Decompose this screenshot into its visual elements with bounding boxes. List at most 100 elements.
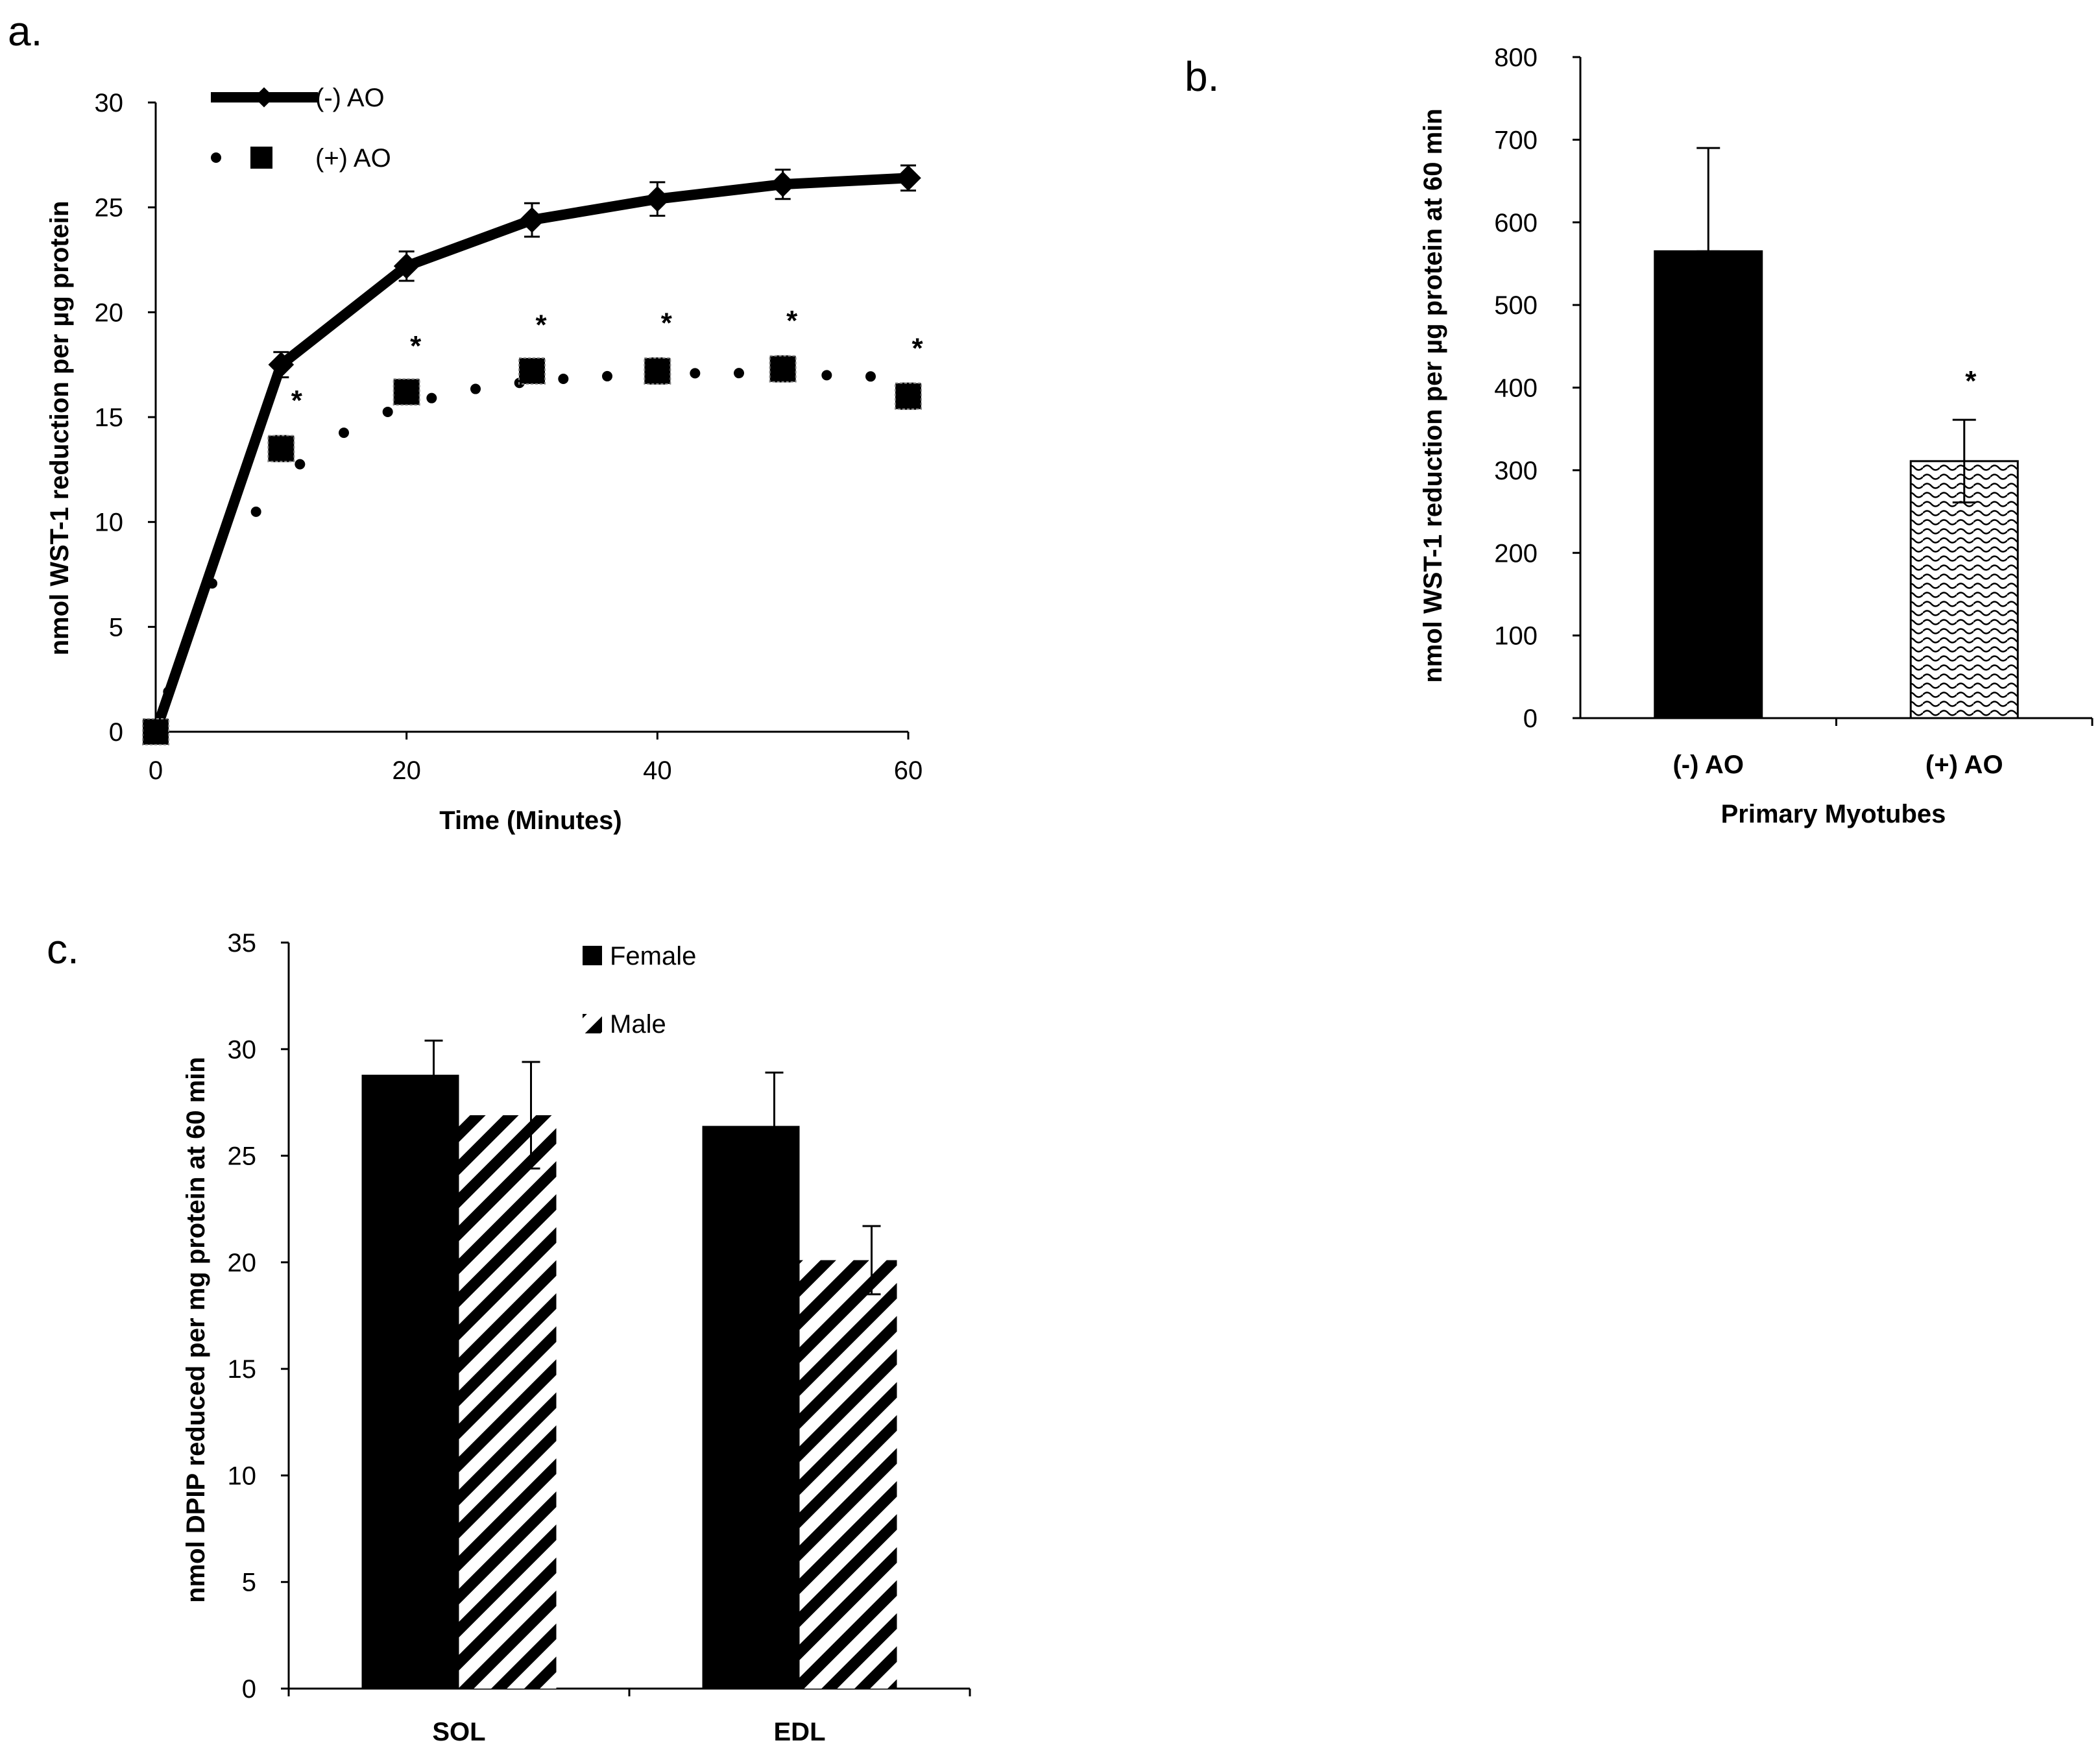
plus-ao-trend-dot [821,370,832,381]
y-tick-label: 600 [1494,209,1538,237]
panel-c-y-axis-label: nmol DPIP reduced per mg protein at 60 m… [182,1057,210,1603]
x-tick-label: 20 [392,756,421,785]
plus-ao-point [895,382,922,410]
plus-ao-point [267,435,295,463]
panel-b: b. 0 100 200 300 400 500 600 700 800 (-) AO (+) A… [1185,43,2094,828]
panel-b-y-axis-label: nmol WST-1 reduction per µg protein at 6… [1419,108,1447,682]
panel-c: c. 0 5 10 15 20 25 30 35 SOL EDL nmol DPIP reduc… [47,926,971,1746]
bar-male [799,1260,897,1689]
legend-swatch-male [583,1014,602,1033]
plus-ao-point [518,357,546,385]
minus-ao-point [268,352,295,378]
minus-ao-point [393,253,420,279]
plus-ao-trend-dot [339,427,349,439]
panel-b-y-ticks: 0 100 200 300 400 500 600 700 800 [1494,43,1580,733]
plus-ao-trend-dot [734,368,744,379]
minus-ao-point [519,207,545,233]
panel-b-label: b. [1185,53,1219,100]
x-tick-label: 60 [894,756,923,785]
y-tick-label: 30 [95,89,124,117]
legend-marker-minus-ao [254,87,274,108]
y-tick-label: 700 [1494,126,1538,154]
plus-ao-trend-dot [558,374,569,385]
panel-a: a. 0 5 10 15 20 25 30 0 20 40 60 Time (Minutes) n… [8,8,923,835]
y-tick-label: 15 [95,403,124,432]
plus-ao-point [644,357,671,385]
significance-star: * [911,332,923,364]
y-tick-label: 300 [1494,457,1538,485]
panel-c-legend: Female Male [583,942,696,1039]
y-tick-label: 800 [1494,43,1538,72]
y-tick-label: 20 [95,298,124,327]
y-tick-label: 0 [1523,704,1538,733]
panel-c-bars: SOL EDL [287,1039,971,1746]
minus-ao-point [895,165,921,191]
minus-ao-point [644,186,671,212]
y-tick-label: 5 [109,613,123,642]
legend-label-minus-ao: (-) AO [315,84,385,112]
y-tick-label: 500 [1494,291,1538,320]
y-tick-label: 25 [95,194,124,223]
plus-ao-trend-dot [865,371,876,382]
y-tick-label: 0 [109,718,123,747]
panel-b-bars: (-) AO (+) AO * [1654,147,2094,779]
x-tick-label: 0 [149,756,163,785]
y-tick-label: 400 [1494,374,1538,403]
plus-ao-trend-dot [602,370,612,381]
plus-ao-trend-dot [382,406,393,417]
minus-ao-point [769,171,796,197]
bar [1654,250,1763,719]
legend-label-female: Female [610,942,696,970]
y-tick-label: 10 [228,1462,257,1490]
panel-a-label: a. [8,8,42,54]
bar-male [459,1115,557,1689]
y-tick-label: 100 [1494,622,1538,651]
plus-ao-point [142,718,169,745]
y-tick-label: 5 [242,1569,256,1597]
category-label: (-) AO [1672,751,1744,779]
category-label: (+) AO [1925,751,2003,779]
significance-star: * [786,305,798,337]
legend-marker-plus-ao [250,147,272,169]
plus-ao-trend-dot [690,368,701,379]
y-tick-label: 15 [228,1355,257,1384]
plus-ao-trend-dot [295,459,306,470]
y-tick-label: 35 [228,929,257,957]
plus-ao-point [392,378,420,406]
significance-star: * [410,330,422,362]
panel-a-x-ticks: 0 20 40 60 [149,732,923,785]
plus-ao-point [769,355,797,383]
category-label: EDL [774,1718,826,1746]
y-tick-label: 10 [95,509,124,537]
y-tick-label: 0 [242,1675,256,1704]
panel-a-y-ticks: 0 5 10 15 20 25 30 [95,89,156,747]
y-tick-label: 200 [1494,539,1538,568]
significance-star: * [661,307,673,339]
plus-ao-trend-dot [426,392,437,403]
y-tick-label: 30 [228,1035,257,1064]
significance-star: * [1965,365,1977,397]
significance-star: * [291,385,303,416]
legend-label-plus-ao: (+) AO [315,144,391,173]
panel-a-legend: (-) AO (+) AO [211,84,391,173]
legend-label-male: Male [610,1010,666,1039]
category-label: SOL [432,1718,485,1746]
panel-b-x-axis-label: Primary Myotubes [1721,800,1946,828]
y-tick-label: 20 [228,1249,257,1277]
bar-female [702,1126,800,1689]
bar [1909,460,2019,719]
legend-swatch-female [583,946,602,965]
panel-c-y-ticks: 0 5 10 15 20 25 30 35 [228,929,289,1704]
x-tick-label: 40 [643,756,672,785]
panel-a-y-axis-label: nmol WST-1 reduction per µg protein [45,201,74,656]
y-tick-label: 25 [228,1142,257,1171]
plus-ao-trend-dot [250,506,261,517]
legend-dot-plus-ao [211,152,221,163]
significance-star: * [535,309,547,341]
bar-female [361,1074,459,1689]
plus-ao-trend-dot [470,383,481,394]
panel-c-label: c. [47,926,79,972]
panel-a-x-axis-label: Time (Minutes) [439,806,622,835]
panel-a-series: * * * * * * [142,164,923,745]
